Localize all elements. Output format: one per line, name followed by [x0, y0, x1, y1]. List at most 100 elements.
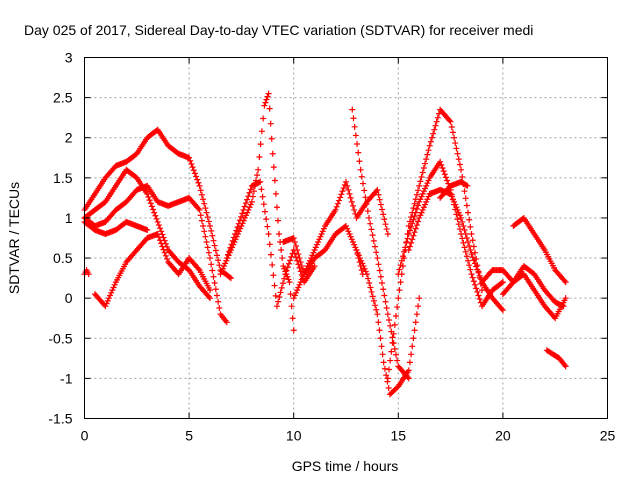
data-point — [284, 264, 291, 271]
data-point — [287, 291, 294, 298]
data-point — [349, 106, 356, 113]
data-point — [218, 268, 225, 275]
data-point — [216, 262, 223, 269]
data-point — [424, 196, 431, 203]
data-point — [267, 251, 274, 258]
x-axis-label: GPS time / hours — [292, 458, 399, 474]
data-point — [220, 263, 227, 270]
data-point — [145, 193, 152, 200]
data-point — [164, 255, 171, 262]
data-series-sat-track-12 — [384, 106, 485, 382]
data-point — [461, 226, 468, 233]
data-point — [154, 218, 161, 225]
data-point — [426, 142, 433, 149]
data-point — [380, 359, 387, 366]
data-point — [396, 287, 403, 294]
data-point — [372, 302, 379, 309]
data-point — [201, 228, 208, 235]
data-point — [560, 303, 567, 310]
data-point — [425, 147, 432, 154]
data-point — [153, 215, 160, 222]
data-point — [467, 266, 474, 273]
data-point — [375, 261, 382, 268]
data-point — [401, 248, 408, 255]
data-point — [258, 186, 265, 193]
data-series-sat-track-7 — [223, 178, 318, 310]
data-point — [152, 212, 159, 219]
data-point — [385, 385, 392, 392]
data-point — [456, 212, 463, 219]
data-point — [294, 287, 301, 294]
data-point — [418, 173, 425, 180]
data-point — [239, 210, 246, 217]
data-point — [250, 188, 257, 195]
data-point — [433, 118, 440, 125]
data-point — [104, 297, 111, 304]
data-point — [417, 212, 424, 219]
data-point — [224, 251, 231, 258]
data-point — [150, 206, 157, 213]
data-point — [465, 257, 472, 264]
data-point — [470, 257, 477, 264]
data-point — [376, 327, 383, 334]
data-point — [463, 202, 470, 209]
data-point — [349, 202, 356, 209]
data-point — [413, 191, 420, 198]
data-point — [359, 260, 366, 267]
data-point — [389, 334, 396, 341]
data-point — [455, 221, 462, 228]
data-point — [427, 138, 434, 145]
data-point — [209, 232, 216, 239]
data-point — [347, 233, 354, 240]
data-point — [561, 277, 568, 284]
y-tick-label: 2 — [65, 130, 73, 146]
series-layer — [81, 90, 569, 398]
data-point — [472, 260, 479, 267]
data-point — [368, 288, 375, 295]
data-point — [279, 280, 286, 287]
data-point — [316, 236, 323, 243]
data-point — [437, 158, 444, 165]
data-point — [318, 230, 325, 237]
data-point — [247, 201, 254, 208]
data-point — [383, 304, 390, 311]
data-point — [346, 190, 353, 197]
data-point — [363, 201, 370, 208]
data-point — [364, 208, 371, 215]
data-point — [459, 173, 466, 180]
data-point — [109, 287, 116, 294]
data-point — [387, 357, 394, 364]
data-point — [468, 251, 475, 258]
data-point — [449, 196, 456, 203]
data-point — [499, 307, 506, 314]
data-point — [358, 173, 365, 180]
data-point — [406, 227, 413, 234]
data-point — [420, 165, 427, 172]
data-point — [416, 295, 423, 302]
data-point — [356, 158, 363, 165]
data-point — [439, 165, 446, 172]
data-point — [293, 243, 300, 250]
data-point — [448, 124, 455, 131]
data-point — [191, 170, 198, 177]
data-point — [270, 164, 277, 171]
data-point — [405, 375, 412, 382]
data-point — [416, 198, 423, 205]
data-point — [375, 319, 382, 326]
data-point — [476, 296, 483, 303]
data-point — [278, 247, 285, 254]
data-point — [158, 240, 165, 247]
data-point — [162, 252, 169, 259]
data-point — [446, 117, 453, 124]
data-point — [461, 188, 468, 195]
data-point — [370, 297, 377, 304]
data-point — [381, 216, 388, 223]
data-point — [456, 226, 463, 233]
data-point — [399, 253, 406, 260]
data-point — [464, 182, 471, 189]
data-point — [207, 222, 214, 229]
data-point — [295, 251, 302, 258]
data-point — [405, 247, 412, 254]
data-point — [278, 284, 285, 291]
